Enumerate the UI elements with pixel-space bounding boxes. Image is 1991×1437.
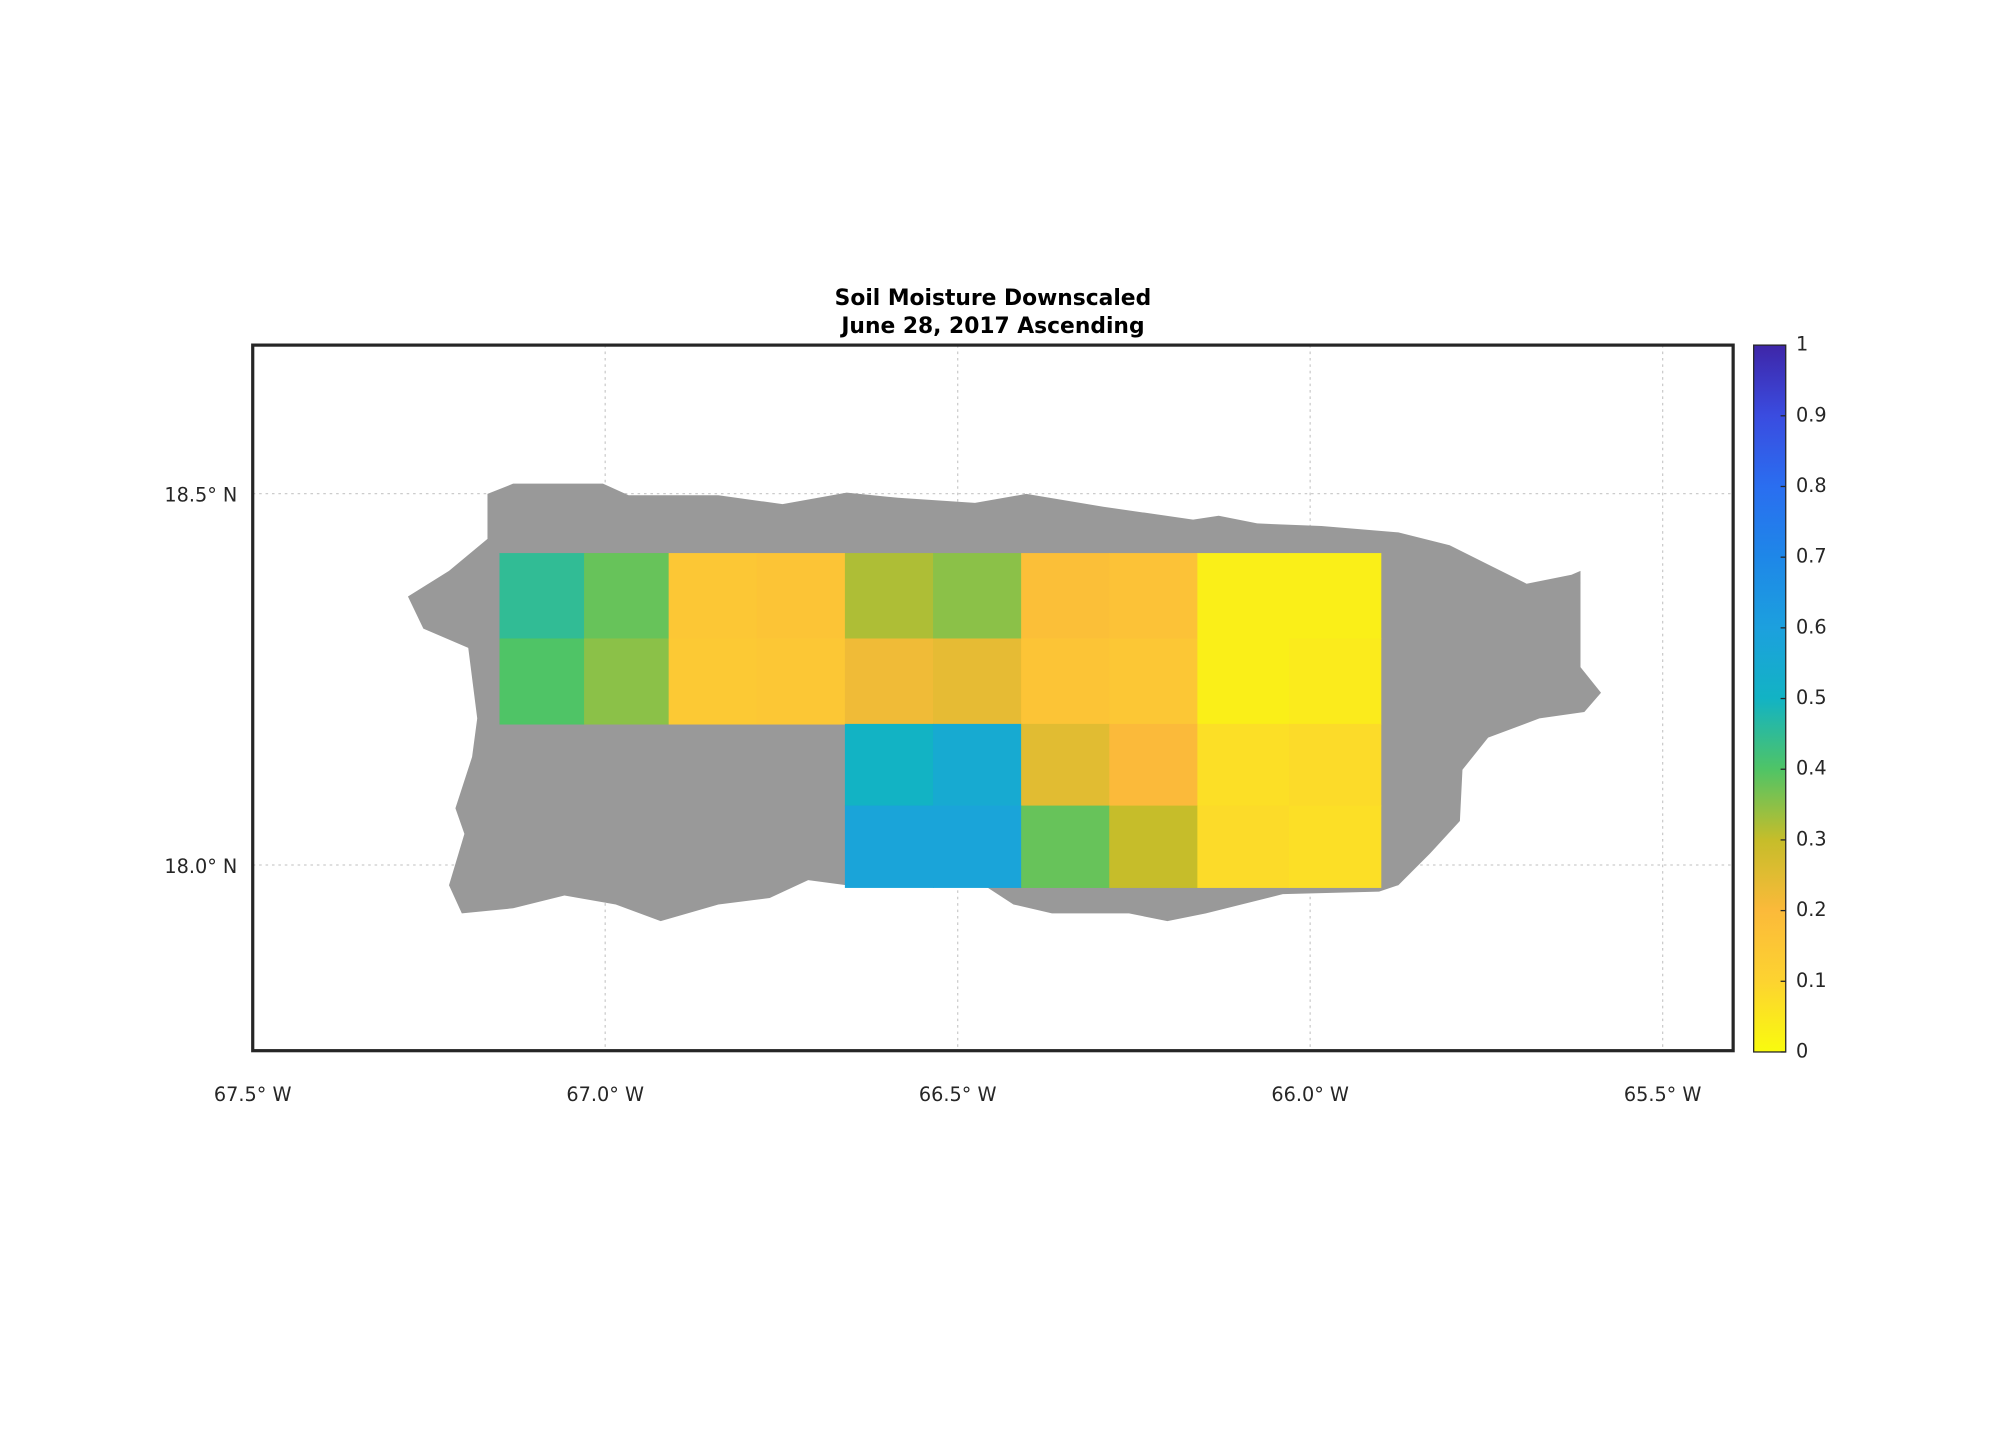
moisture-cell [756,553,846,640]
moisture-cell [933,723,1022,807]
moisture-cell [844,723,934,807]
colorbar-tick-label: 0.8 [1796,474,1827,497]
plot-frame [251,343,1735,1053]
moisture-cell [933,638,1022,725]
chart-subtitle: June 28, 2017 Ascending [839,314,1144,339]
moisture-cell [584,638,670,725]
x-tick-label: 65.5° W [1624,1083,1702,1106]
moisture-cell [1109,638,1199,725]
moisture-cell [933,805,1022,888]
moisture-cell [1197,805,1290,888]
moisture-cell [1021,553,1110,640]
colorbar-tick-label: 0.2 [1796,898,1827,921]
colorbar-tick-label: 0.4 [1796,757,1827,780]
x-tick-label: 67.0° W [566,1083,644,1106]
moisture-cell [584,553,670,640]
moisture-cell [844,553,934,640]
moisture-cell [844,638,934,725]
colorbar [1753,344,1787,1053]
x-tick-label: 66.0° W [1271,1083,1349,1106]
moisture-cell [1289,638,1382,725]
y-tick-label: 18.0° N [164,855,237,878]
moisture-cell [668,553,758,640]
moisture-cell [1289,723,1382,807]
moisture-cell [1109,805,1199,888]
colorbar-tick-label: 0.3 [1796,827,1827,850]
colorbar-tick-label: 0.7 [1796,545,1827,568]
moisture-cell [1109,553,1199,640]
colorbar-tick-label: 0.6 [1796,615,1827,638]
moisture-cell [1197,638,1290,725]
x-tick-label: 67.5° W [214,1083,292,1106]
colorbar-tick-label: 0.9 [1796,403,1827,426]
colorbar-tick-label: 1 [1796,333,1808,356]
moisture-cell [933,553,1022,640]
moisture-cell [1197,723,1290,807]
x-tick-label: 66.5° W [919,1083,997,1106]
moisture-cell [1109,723,1199,807]
moisture-cell [1289,553,1382,640]
moisture-cell [1197,553,1290,640]
colorbar-tick-label: 0.5 [1796,686,1827,709]
moisture-cell [1021,805,1110,888]
moisture-cell [1021,638,1110,725]
moisture-cell [756,638,846,725]
colorbar-tick-label: 0 [1796,1039,1808,1062]
moisture-cell [1021,723,1110,807]
colorbar-tick-label: 0.1 [1796,969,1827,992]
moisture-cell [1289,805,1382,888]
chart-title: Soil Moisture Downscaled [835,286,1152,311]
moisture-cell [499,553,585,640]
moisture-cell [844,805,934,888]
moisture-cell [499,638,585,725]
y-tick-label: 18.5° N [164,484,237,507]
moisture-cell [668,638,758,725]
